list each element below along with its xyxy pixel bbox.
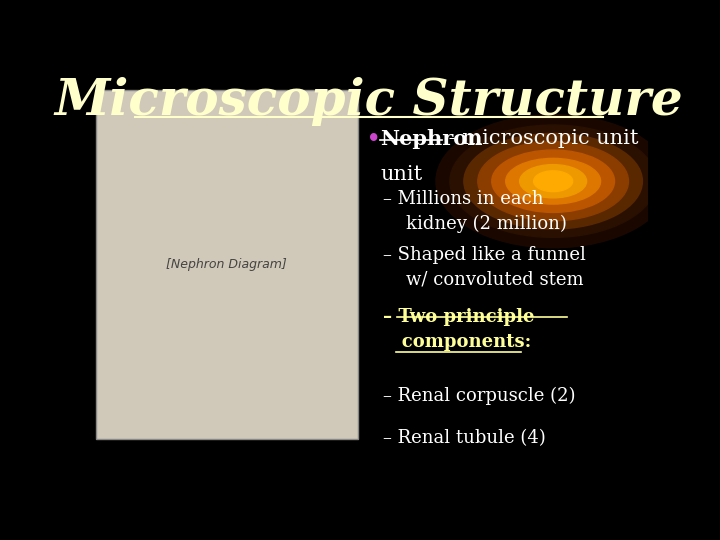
Text: Microscopic Structure: Microscopic Structure [55, 77, 683, 126]
Text: [Nephron Diagram]: [Nephron Diagram] [166, 258, 287, 271]
Ellipse shape [492, 150, 615, 212]
Text: unit: unit [380, 165, 423, 184]
Ellipse shape [520, 165, 587, 198]
Text: – Renal tubule (4): – Renal tubule (4) [383, 429, 546, 447]
Ellipse shape [534, 171, 572, 192]
Ellipse shape [450, 125, 657, 238]
Ellipse shape [505, 158, 600, 204]
Text: •: • [367, 129, 381, 149]
Bar [96, 90, 358, 439]
Text: Nephron: Nephron [380, 129, 482, 149]
Text: - microscopic unit: - microscopic unit [441, 129, 638, 149]
Text: – Millions in each
    kidney (2 million): – Millions in each kidney (2 million) [383, 190, 567, 233]
Text: – Two principle
   components:: – Two principle components: [383, 308, 534, 351]
Ellipse shape [464, 133, 642, 229]
Ellipse shape [436, 114, 670, 248]
Text: – Renal corpuscle (2): – Renal corpuscle (2) [383, 387, 575, 406]
Text: – Shaped like a funnel
    w/ convoluted stem: – Shaped like a funnel w/ convoluted ste… [383, 246, 586, 289]
Ellipse shape [478, 141, 629, 221]
